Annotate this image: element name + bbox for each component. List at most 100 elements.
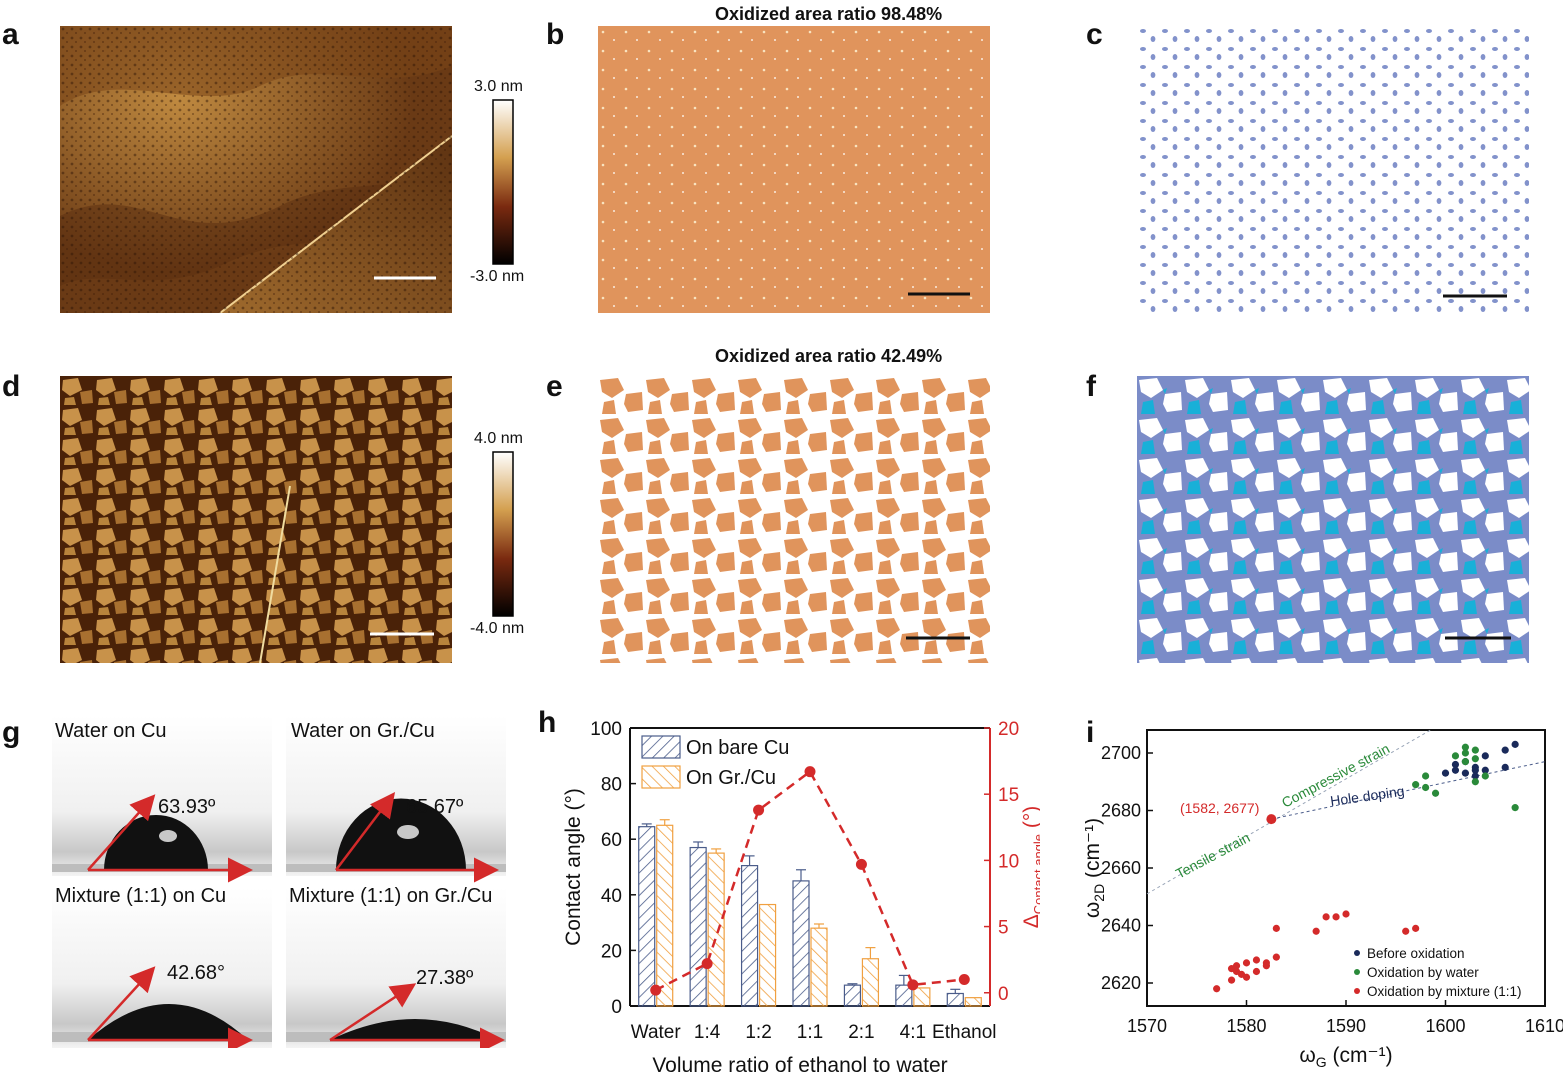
y-label-ylabel_main: ω [1085,902,1104,918]
photo-angle-3: 42.68° [167,962,226,984]
y2-label-main: Δ [1020,914,1040,928]
legend-swatch-bare-cu [641,735,681,759]
afm-image-d [60,376,452,663]
y2-label-unit: (°) [1020,806,1040,834]
delta-point [804,766,816,778]
bar-bare-cu [740,865,759,1007]
colorbar-a [492,99,514,265]
raman-scatter-chart: 1570 1580 1590 1600 1610 2620 2640 2660 2680 2700… [1085,729,1563,1070]
photo-label-1: Water on Cu [55,720,167,742]
x-axis-label: ωG (cm⁻¹) [1299,1044,1392,1070]
legend-label: Oxidation by water [1367,965,1479,980]
x-tick-label: 1590 [1326,1016,1366,1036]
panel-label-f: f [1086,370,1096,403]
afm-image-a [60,26,452,313]
colorbar-d-max: 4.0 nm [474,430,523,447]
x-tick-label: 1:1 [797,1022,823,1043]
colorbar-a-min: -3.0 nm [470,268,525,285]
x-label-xlabel_sub: G [1316,1054,1327,1070]
panel-label-i: i [1086,716,1095,749]
scatter-point-mixture [1232,967,1241,976]
bar-gr-cu [861,958,880,1007]
scatter-point-before [1501,763,1509,771]
doping-line [1271,761,1546,820]
x-axis-label: Volume ratio of ethanol to water [652,1054,947,1077]
photo-label-3: Mixture (1:1) on Cu [55,885,227,907]
bar-gr-cu [656,824,674,1007]
y-tick-label: 2680 [1101,801,1141,821]
legend-label-gr-cu: On Gr./Cu [686,767,776,789]
strain-line [1146,729,1431,895]
panel-label-e: e [546,370,563,403]
scatter-point-mixture [1342,910,1350,918]
title-e: Oxidized area ratio 42.49% [715,346,943,366]
y2-axis-label: ΔContact angle (°) [1020,806,1040,928]
legend-marker [1354,988,1360,994]
scatter-point-water [1461,743,1469,751]
scatter-point-water [1451,752,1460,760]
legend-marker [1354,969,1360,975]
tensile-strain-label: Tensile strain [1173,829,1253,881]
overlay-map-f [1137,376,1529,663]
scatter-point-water [1471,778,1479,786]
x-tick-label: 1:2 [745,1022,771,1043]
scatter-point-mixture [1242,959,1251,967]
y2-tick-label: 20 [998,719,1019,740]
x-tick-label: Water [631,1022,682,1043]
scatter-point-before [1511,740,1519,748]
y-label-ylabel_sub: 2D [1091,884,1107,902]
bar-bare-cu [895,984,913,1007]
y-tick-label: 2700 [1101,743,1141,763]
delta-point [701,958,713,970]
photo-water-cu [52,716,272,883]
oxidized-map-e [598,376,990,663]
panel-label-c: c [1086,18,1103,51]
y2-label-sub: Contact angle [1031,834,1040,914]
bar-gr-cu [964,997,982,1007]
y-tick-label: 40 [601,886,622,907]
oxidized-map-b [598,26,990,313]
delta-point [650,984,662,996]
scatter-point-before [1441,769,1450,777]
photo-mixture-cu [52,888,272,1048]
delta-point [753,804,765,816]
y-tick-label: 20 [601,941,622,962]
bar-bare-cu [638,826,656,1007]
x-tick-label: 1:4 [694,1022,721,1043]
uncovered-map-c [1137,26,1529,313]
scatter-point-mixture [1272,924,1280,932]
contact-angle-chart: 0 20 40 60 80 100 0 5 10 15 20 Water 1:4 1:2 1:1 2:1 4:1… [562,719,1040,1077]
photo-mixture-grcu [286,888,506,1048]
scatter-point-mixture [1213,985,1221,993]
bar-gr-cu [913,987,931,1007]
scatter-point-before [1481,752,1489,760]
colorbar-a-max: 3.0 nm [474,78,523,95]
scatter-point-water [1422,783,1430,792]
colorbar-d-min: -4.0 nm [470,620,525,637]
colorbar-d [492,451,514,617]
hole-doping-label: Hole doping [1329,783,1405,809]
y2-tick-label: 0 [998,984,1009,1005]
y-tick-label: 100 [590,719,622,740]
scatter-point-mixture [1322,913,1330,921]
scatter-point-water [1511,804,1519,812]
photo-label-4: Mixture (1:1) on Gr./Cu [289,885,493,907]
x-tick-label: Ethanol [932,1022,996,1043]
delta-point [855,858,867,870]
scatter-point-water [1481,772,1489,780]
scatter-point-water [1461,749,1469,757]
scatter-point-mixture [1227,976,1236,984]
scatter-point-water [1461,758,1469,766]
scatter-point-mixture [1242,973,1251,981]
scatter-point-mixture [1332,913,1340,921]
legend-label: Oxidation by mixture (1:1) [1367,984,1522,999]
panel-label-a: a [2,18,19,51]
photo-label-2: Water on Gr./Cu [291,720,435,742]
x-tick-label: 1610 [1525,1016,1563,1036]
scatter-point-before [1471,766,1479,774]
y-tick-label: 0 [611,997,622,1018]
y-axis-label: ω2D (cm⁻¹) [1085,818,1107,918]
reference-point [1266,814,1277,825]
x-label-xlabel_unit: (cm⁻¹) [1327,1044,1393,1067]
scatter-point-mixture [1252,967,1261,976]
